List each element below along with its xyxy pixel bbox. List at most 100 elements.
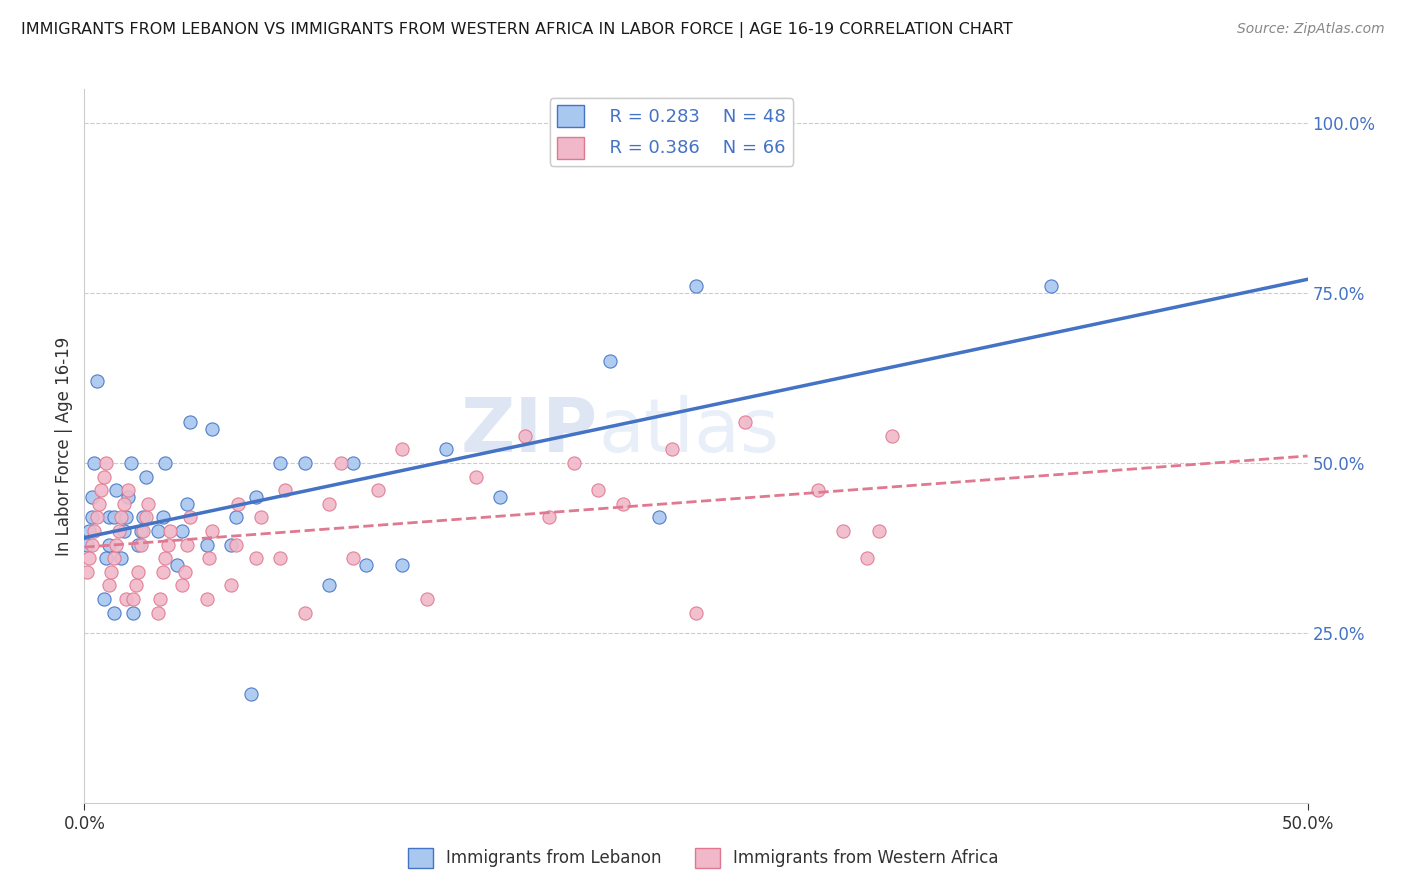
Point [318,497,340,511]
Point [153,551,176,566]
Point [86,375,108,389]
Point [112,497,135,511]
Point [90,483,112,498]
Point [107,524,129,538]
Point [110,510,132,524]
Point [83,456,105,470]
Point [294,606,316,620]
Point [807,483,830,498]
Point [80,490,103,504]
Point [239,687,262,701]
Point [200,524,222,538]
Point [76,537,98,551]
Point [228,497,250,511]
Point [562,456,585,470]
Point [97,537,120,551]
Point [880,429,903,443]
Point [869,524,891,538]
Point [135,510,157,524]
Point [1039,279,1062,293]
Point [103,551,125,566]
Point [93,591,115,606]
Point [117,483,139,498]
Point [136,497,159,511]
Point [391,442,413,457]
Point [117,490,139,504]
Point [115,591,138,606]
Point [269,551,291,566]
Point [153,456,176,470]
Point [586,483,609,498]
Point [146,524,169,538]
Point [122,591,145,606]
Point [294,456,316,470]
Text: IMMIGRANTS FROM LEBANON VS IMMIGRANTS FROM WESTERN AFRICA IN LABOR FORCE | AGE 1: IMMIGRANTS FROM LEBANON VS IMMIGRANTS FR… [21,22,1012,38]
Point [152,510,174,524]
Point [149,591,172,606]
Point [100,565,122,579]
Point [97,578,120,592]
Point [112,524,135,538]
Point [105,537,128,551]
Text: atlas: atlas [598,395,779,468]
Legend:   R = 0.283    N = 48,   R = 0.386    N = 66: R = 0.283 N = 48, R = 0.386 N = 66 [550,98,793,166]
Point [125,578,148,592]
Point [225,537,247,551]
Point [342,551,364,566]
Point [249,510,271,524]
Point [179,415,201,429]
Point [80,537,103,551]
Point [80,510,103,524]
Point [87,497,110,511]
Point [330,456,353,470]
Point [225,510,247,524]
Point [156,537,179,551]
Point [132,524,155,538]
Point [245,490,267,504]
Point [831,524,853,538]
Point [599,354,621,368]
Point [219,537,242,551]
Point [200,422,222,436]
Point [176,537,198,551]
Point [129,524,152,538]
Point [195,537,218,551]
Point [354,558,377,572]
Point [105,483,128,498]
Point [318,578,340,592]
Point [538,510,561,524]
Point [179,510,201,524]
Point [173,565,195,579]
Point [219,578,242,592]
Point [416,591,439,606]
Point [342,456,364,470]
Point [648,510,671,524]
Point [122,606,145,620]
Point [734,415,756,429]
Y-axis label: In Labor Force | Age 16-19: In Labor Force | Age 16-19 [55,336,73,556]
Point [391,558,413,572]
Point [172,524,194,538]
Point [513,429,536,443]
Point [103,510,125,524]
Point [661,442,683,457]
Point [120,456,142,470]
Point [135,469,157,483]
Point [86,510,108,524]
Point [129,537,152,551]
Point [103,606,125,620]
Point [159,524,181,538]
Point [612,497,634,511]
Point [274,483,297,498]
Point [198,551,221,566]
Point [127,537,149,551]
Point [176,497,198,511]
Point [489,490,512,504]
Point [685,279,707,293]
Point [172,578,194,592]
Point [93,469,115,483]
Point [856,551,879,566]
Point [96,456,118,470]
Point [96,551,118,566]
Point [245,551,267,566]
